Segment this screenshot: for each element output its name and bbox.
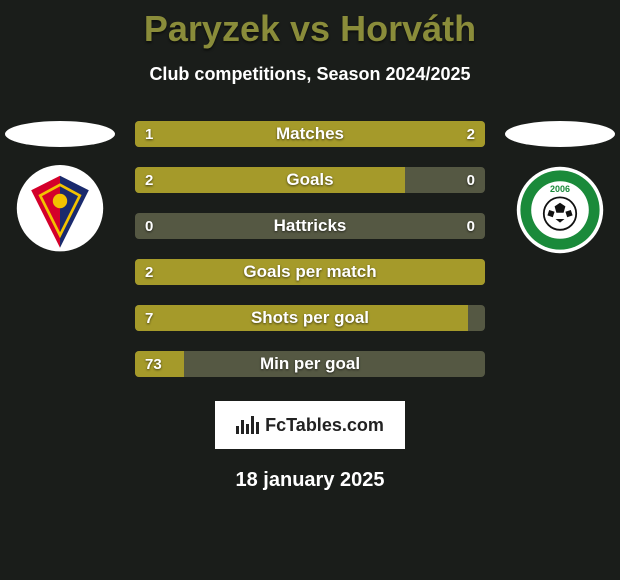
stat-bar-row: 7Shots per goal (135, 305, 485, 331)
ellipse-placeholder-left (5, 121, 115, 147)
brand-text: FcTables.com (265, 415, 384, 436)
team-right-badge-icon: 2006 (515, 165, 605, 255)
player-right-name: Horváth (340, 8, 476, 49)
subtitle: Club competitions, Season 2024/2025 (0, 64, 620, 85)
stat-bars: 12Matches 20Goals 00Hattricks 2Goals per ma… (135, 121, 485, 377)
title-vs: vs (290, 8, 330, 49)
bar-chart-icon (236, 416, 259, 434)
stat-bar-row: 00Hattricks (135, 213, 485, 239)
bar-label: Hattricks (135, 213, 485, 239)
bar-label: Goals per match (135, 259, 485, 285)
bar-label: Shots per goal (135, 305, 485, 331)
comparison-title: Paryzek vs Horváth (0, 0, 620, 50)
bar-label: Goals (135, 167, 485, 193)
stat-bar-row: 12Matches (135, 121, 485, 147)
content-area: 2006 12Matches 20Goals 00Hattricks 2Goals p… (0, 121, 620, 492)
date-label: 18 january 2025 (0, 469, 620, 492)
team-right-logo-block: 2006 (500, 121, 620, 255)
team-left-shield-icon (15, 165, 105, 255)
ellipse-placeholder-right (505, 121, 615, 147)
bar-label: Matches (135, 121, 485, 147)
badge-year: 2006 (550, 184, 570, 194)
stat-bar-row: 2Goals per match (135, 259, 485, 285)
bar-label: Min per goal (135, 351, 485, 377)
team-left-logo-block (0, 121, 120, 255)
brand-box: FcTables.com (215, 401, 405, 449)
stat-bar-row: 20Goals (135, 167, 485, 193)
stat-bar-row: 73Min per goal (135, 351, 485, 377)
player-left-name: Paryzek (144, 8, 280, 49)
